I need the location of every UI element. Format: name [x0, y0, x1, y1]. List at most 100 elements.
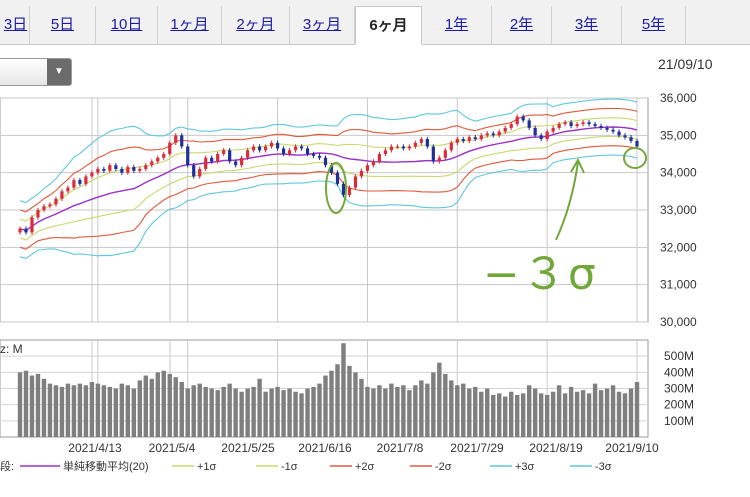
- chart-type-select[interactable]: ▼: [0, 58, 72, 86]
- candle-body: [467, 137, 471, 141]
- candle-body: [485, 133, 489, 136]
- volume-bar: [167, 373, 172, 437]
- price-tick-label: 32,000: [660, 240, 697, 254]
- candle-body: [210, 157, 214, 162]
- volume-bar: [574, 391, 580, 437]
- candle-body: [539, 135, 543, 140]
- volume-bar: [203, 386, 208, 437]
- volume-tick-label: 200M: [664, 398, 694, 412]
- candle-body: [617, 131, 621, 136]
- volume-bar: [35, 373, 41, 437]
- candle-body: [54, 198, 58, 205]
- volume-bar: [431, 372, 436, 437]
- candle-body: [491, 133, 495, 136]
- candle-body: [509, 124, 513, 128]
- volume-bar: [401, 385, 406, 437]
- volume-bar: [550, 391, 556, 437]
- candle-body: [264, 146, 268, 151]
- period-tab-bar: 3日 5日 10日 1ヶ月 2ヶ月 3ヶ月 6ヶ月 1年 2年 3年 5年: [0, 0, 750, 45]
- tab-10[interactable]: 5年: [622, 6, 686, 44]
- volume-bar: [580, 390, 586, 437]
- chevron-down-icon[interactable]: ▼: [47, 59, 71, 85]
- volume-bar: [245, 388, 250, 437]
- volume-bar: [257, 378, 262, 437]
- volume-bar: [532, 388, 538, 437]
- candle-body: [180, 135, 184, 147]
- candle-body: [455, 139, 459, 143]
- candle-body: [377, 154, 382, 162]
- volume-bar: [634, 382, 640, 437]
- candle-body: [18, 228, 22, 233]
- candle-body: [132, 167, 136, 171]
- candle-body: [497, 131, 501, 136]
- candle-body: [587, 122, 591, 125]
- candle-body: [299, 146, 304, 149]
- volume-bar: [371, 388, 376, 437]
- x-tick-label: 2021/8/19: [529, 441, 583, 455]
- volume-tick-label: 100M: [664, 414, 694, 428]
- volume-bar: [155, 372, 160, 437]
- volume-bar: [17, 372, 23, 437]
- tab-0[interactable]: 3日: [2, 6, 30, 44]
- volume-bar: [491, 394, 496, 437]
- candle-body: [66, 187, 70, 192]
- volume-bar: [538, 393, 544, 437]
- candle-body: [90, 172, 94, 177]
- tab-7[interactable]: 1年: [422, 6, 492, 44]
- volume-bar: [514, 394, 520, 437]
- candle-body: [198, 168, 202, 177]
- candle-body: [36, 210, 40, 218]
- tab-8[interactable]: 2年: [492, 6, 552, 44]
- candle-body: [503, 127, 507, 132]
- volume-bar: [449, 380, 454, 437]
- candle-body: [102, 168, 106, 171]
- candle-body: [599, 126, 603, 128]
- volume-bar: [467, 388, 472, 437]
- volume-bar: [562, 393, 568, 437]
- volume-bar: [53, 385, 59, 437]
- volume-bar: [239, 391, 244, 437]
- tab-3[interactable]: 1ヶ月: [158, 6, 222, 44]
- candle-body: [461, 139, 465, 141]
- volume-tick-label: 500M: [664, 349, 694, 363]
- candle-body: [383, 150, 388, 154]
- volume-bar: [568, 386, 574, 437]
- volume-bar: [526, 385, 532, 437]
- tab-1[interactable]: 5日: [30, 6, 96, 44]
- volume-bar: [443, 373, 448, 437]
- candle-body: [407, 146, 411, 149]
- candle-body: [581, 122, 585, 125]
- x-tick-label: 2021/7/8: [377, 441, 424, 455]
- band-minus-1-sigma: [19, 135, 638, 241]
- volume-bar: [628, 388, 634, 437]
- volume-bar: [95, 383, 101, 437]
- tab-2[interactable]: 10日: [96, 6, 158, 44]
- volume-bar: [497, 393, 502, 437]
- volume-bar: [275, 386, 280, 437]
- legend-label-m2: -2σ: [435, 461, 452, 473]
- volume-bar: [113, 388, 119, 437]
- volume-bar: [143, 375, 148, 437]
- candle-body: [359, 170, 364, 177]
- candle-body: [287, 150, 292, 154]
- tab-5[interactable]: 3ヶ月: [290, 6, 355, 44]
- candle-body: [168, 142, 172, 154]
- candle-body: [449, 142, 453, 151]
- minus-3-sigma-annotation: −３σ: [483, 249, 598, 300]
- volume-bar: [419, 380, 424, 437]
- volume-bar: [503, 396, 508, 437]
- candle-body: [48, 204, 52, 207]
- volume-bar: [197, 383, 202, 437]
- tab-6[interactable]: 6ヶ月: [355, 6, 422, 45]
- volume-bar: [209, 388, 214, 437]
- candle-body: [269, 142, 274, 147]
- volume-tick-label: 300M: [664, 382, 694, 396]
- volume-bar: [604, 388, 610, 437]
- candle-body: [150, 161, 154, 166]
- volume-bar: [125, 385, 131, 437]
- tab-9[interactable]: 3年: [552, 6, 622, 44]
- tab-4[interactable]: 2ヶ月: [222, 6, 290, 44]
- candle-body: [323, 157, 328, 166]
- volume-bar: [317, 383, 322, 437]
- candle-body: [347, 187, 352, 196]
